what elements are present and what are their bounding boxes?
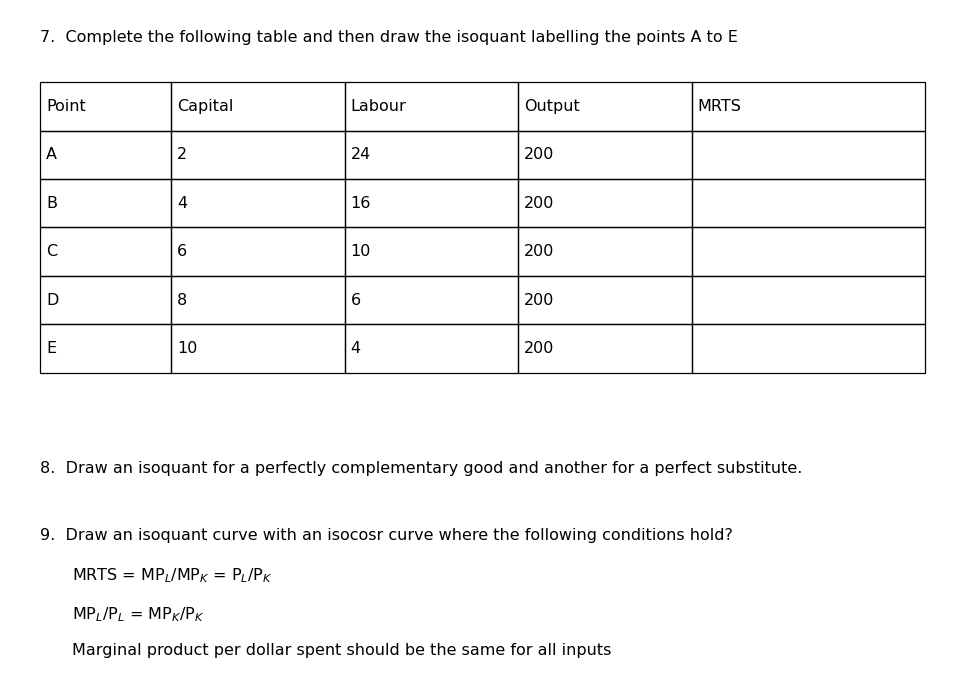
Text: 8.  Draw an isoquant for a perfectly complementary good and another for a perfec: 8. Draw an isoquant for a perfectly comp… bbox=[40, 461, 801, 476]
Bar bbox=[518, 227, 691, 276]
Text: 4: 4 bbox=[177, 196, 187, 211]
Bar bbox=[40, 324, 171, 373]
Bar bbox=[40, 131, 171, 179]
Text: A: A bbox=[46, 147, 57, 162]
Text: B: B bbox=[46, 196, 57, 211]
Text: Point: Point bbox=[46, 99, 86, 114]
Text: 4: 4 bbox=[350, 341, 360, 356]
Text: MP$_L$/P$_L$ = MP$_K$/P$_K$: MP$_L$/P$_L$ = MP$_K$/P$_K$ bbox=[72, 605, 205, 624]
Bar bbox=[171, 227, 344, 276]
Bar bbox=[40, 82, 171, 131]
Text: D: D bbox=[46, 293, 59, 308]
Bar bbox=[171, 276, 344, 324]
Bar bbox=[518, 276, 691, 324]
Text: 6: 6 bbox=[350, 293, 360, 308]
Text: MRTS = MP$_L$/MP$_K$ = P$_L$/P$_K$: MRTS = MP$_L$/MP$_K$ = P$_L$/P$_K$ bbox=[72, 567, 273, 586]
Bar bbox=[171, 131, 344, 179]
Text: 7.  Complete the following table and then draw the isoquant labelling the points: 7. Complete the following table and then… bbox=[40, 30, 737, 45]
Bar bbox=[344, 227, 518, 276]
Bar bbox=[344, 131, 518, 179]
Bar bbox=[344, 179, 518, 227]
Text: 200: 200 bbox=[524, 147, 554, 162]
Text: 200: 200 bbox=[524, 341, 554, 356]
Text: 200: 200 bbox=[524, 293, 554, 308]
Text: Capital: Capital bbox=[177, 99, 234, 114]
Text: Labour: Labour bbox=[350, 99, 406, 114]
Text: 24: 24 bbox=[350, 147, 371, 162]
Text: 10: 10 bbox=[350, 244, 371, 259]
Bar bbox=[40, 227, 171, 276]
Bar bbox=[691, 179, 924, 227]
Text: 9.  Draw an isoquant curve with an isocosr curve where the following conditions : 9. Draw an isoquant curve with an isocos… bbox=[40, 528, 732, 543]
Text: 10: 10 bbox=[177, 341, 197, 356]
Bar bbox=[691, 131, 924, 179]
Text: 200: 200 bbox=[524, 196, 554, 211]
Text: 200: 200 bbox=[524, 244, 554, 259]
Text: 6: 6 bbox=[177, 244, 187, 259]
Text: MRTS: MRTS bbox=[697, 99, 741, 114]
Bar bbox=[171, 82, 344, 131]
Bar bbox=[344, 276, 518, 324]
Text: E: E bbox=[46, 341, 57, 356]
Bar bbox=[518, 82, 691, 131]
Text: 2: 2 bbox=[177, 147, 187, 162]
Bar bbox=[344, 324, 518, 373]
Bar bbox=[691, 82, 924, 131]
Text: Marginal product per dollar spent should be the same for all inputs: Marginal product per dollar spent should… bbox=[72, 643, 611, 658]
Bar bbox=[40, 179, 171, 227]
Bar bbox=[518, 131, 691, 179]
Bar bbox=[518, 179, 691, 227]
Bar bbox=[171, 324, 344, 373]
Bar bbox=[691, 324, 924, 373]
Text: C: C bbox=[46, 244, 58, 259]
Bar bbox=[691, 276, 924, 324]
Text: Output: Output bbox=[524, 99, 579, 114]
Bar bbox=[344, 82, 518, 131]
Bar bbox=[171, 179, 344, 227]
Bar bbox=[691, 227, 924, 276]
Bar bbox=[518, 324, 691, 373]
Text: 8: 8 bbox=[177, 293, 187, 308]
Text: 16: 16 bbox=[350, 196, 371, 211]
Bar bbox=[40, 276, 171, 324]
